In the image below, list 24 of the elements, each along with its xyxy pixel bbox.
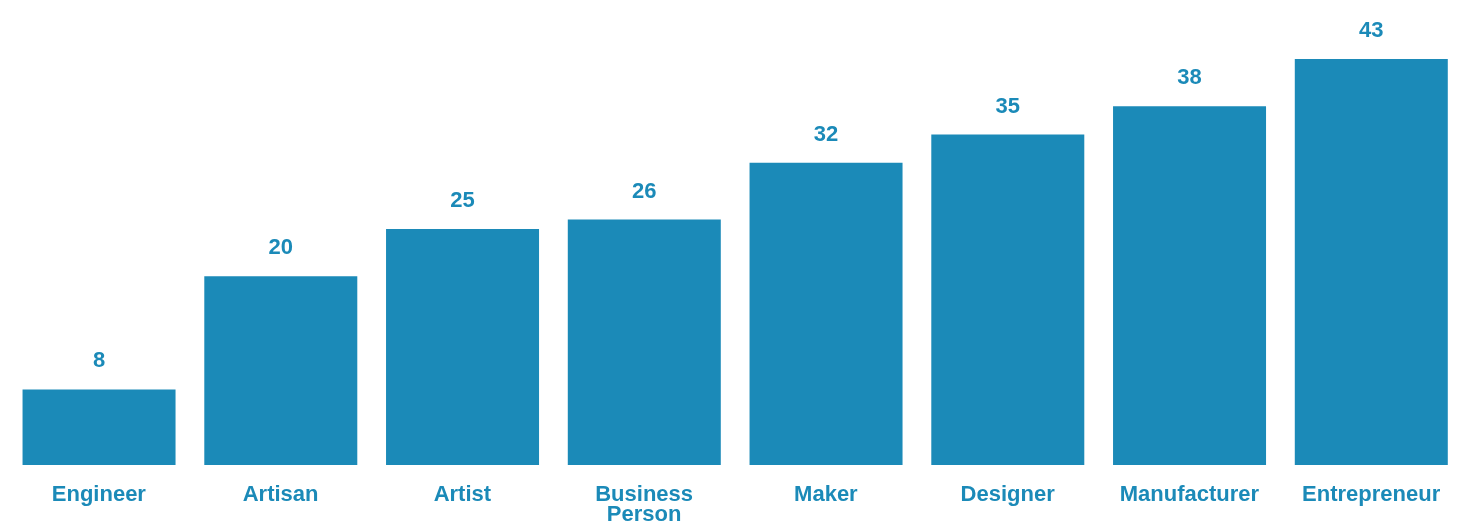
x-tick-label: Artisan (242, 481, 319, 506)
bar (931, 134, 1085, 465)
x-tick-label: Designer (960, 481, 1056, 506)
x-tick-label: Maker (794, 481, 859, 506)
x-tick-label: Artist (433, 481, 492, 506)
data-label: 38 (1177, 64, 1202, 90)
bar (567, 219, 721, 465)
data-label: 26 (632, 177, 657, 203)
data-label: 35 (995, 92, 1021, 118)
bar (386, 228, 540, 465)
bar (749, 162, 903, 465)
x-tick-label: Business Person (595, 481, 694, 525)
data-label: 8 (92, 347, 106, 373)
bar (1294, 59, 1448, 465)
bar (22, 389, 176, 465)
x-tick-label: Entrepreneur (1302, 481, 1441, 506)
x-tick-label: Manufacturer (1119, 481, 1260, 506)
data-label: 20 (268, 234, 294, 260)
data-label: 43 (1359, 17, 1384, 42)
bar (1113, 106, 1267, 465)
data-label: 32 (813, 120, 839, 146)
bar (204, 276, 358, 465)
x-tick-label: Engineer (51, 481, 147, 506)
data-label: 25 (450, 186, 475, 212)
